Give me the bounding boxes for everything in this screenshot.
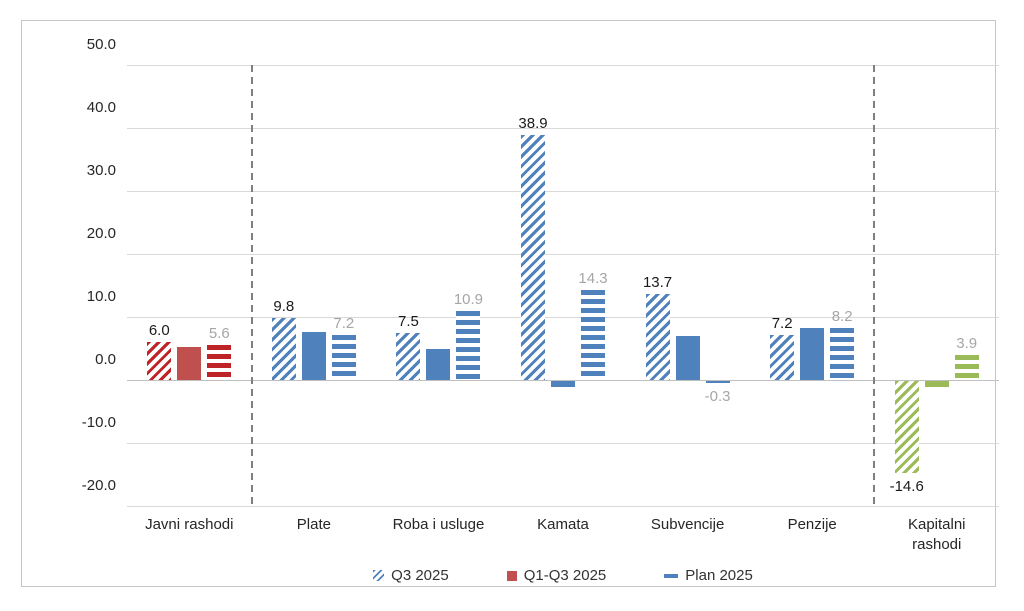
legend-item-q1-q3-2025: Q1-Q3 2025 xyxy=(506,567,607,584)
legend-label: Q3 2025 xyxy=(391,567,449,584)
bar-data-label: 13.7 xyxy=(642,273,673,291)
category-label-text: Kamata xyxy=(537,516,589,533)
bar-data-label: 6.0 xyxy=(148,322,170,340)
bar-q3-2025-roba-i-usluge xyxy=(396,332,421,380)
legend-label: Q1-Q3 2025 xyxy=(523,567,607,584)
bar-data-label: 5.6 xyxy=(208,324,230,342)
legend-item-q3-2025: Q3 2025 xyxy=(373,567,449,584)
bar-plan-2025-kapitalni-rashodi xyxy=(954,355,979,380)
chart-frame: 6.0 5.6 9.8 7.2 7.5 10.9 38.9 14.3 13.7 -0.3 7.2 8.… xyxy=(21,20,999,587)
category-label: Penzije xyxy=(750,515,875,535)
category-label-text: Roba i usluge xyxy=(392,516,485,533)
bar-data-label: 3.9 xyxy=(956,335,978,353)
bar-q1-q3-2025-subvencije xyxy=(675,335,700,380)
bar-data-label: 38.9 xyxy=(518,114,548,132)
bar-plan-2025-plate xyxy=(331,334,356,380)
zero-gridline xyxy=(127,379,999,381)
legend-item-plan-2025: Plan 2025 xyxy=(664,567,753,584)
bar-data-label: 10.9 xyxy=(453,291,484,309)
bar-q1-q3-2025-plate xyxy=(301,332,326,380)
category-separator-line xyxy=(250,65,253,506)
legend-label: Plan 2025 xyxy=(685,567,753,584)
bar-q1-q3-2025-javni-rashodi xyxy=(177,347,202,380)
category-label-text: Javni rashodi xyxy=(145,516,234,533)
category-label-text: Kapitalni rashodi xyxy=(907,516,966,553)
y-axis-tick-label: 10.0 xyxy=(86,288,116,305)
bar-q3-2025-penzije xyxy=(770,334,795,380)
legend-marker-dash-icon xyxy=(664,573,679,578)
bar-q3-2025-subvencije xyxy=(645,293,670,380)
gridline xyxy=(127,316,999,318)
category-label: Subvencije xyxy=(625,515,750,535)
bar-data-label: -14.6 xyxy=(889,477,924,495)
bar-q3-2025-javni-rashodi xyxy=(147,342,172,380)
category-separator-line xyxy=(873,65,876,506)
category-label-text: Subvencije xyxy=(650,516,725,533)
bar-q1-q3-2025-kamata xyxy=(551,381,575,388)
bar-plan-2025-subvencije xyxy=(705,381,730,383)
x-axis-category-labels: Javni rashodi Plate Roba i usluge Kamata Sub… xyxy=(127,515,999,555)
gridline xyxy=(127,442,999,444)
bar-q1-q3-2025-roba-i-usluge xyxy=(426,348,451,380)
gridline xyxy=(127,127,999,129)
bar-q3-2025-plate xyxy=(271,318,296,380)
bar-data-label: 8.2 xyxy=(831,308,853,326)
category-label: Roba i usluge xyxy=(376,515,501,535)
y-axis-tick-label: 50.0 xyxy=(86,36,116,53)
y-axis-tick-label: 20.0 xyxy=(86,225,116,242)
category-label-text: Plate xyxy=(296,516,331,533)
bar-data-label: 7.2 xyxy=(333,314,355,332)
category-label-text: Penzije xyxy=(787,516,837,533)
bar-q3-2025-kapitalni-rashodi xyxy=(894,381,919,473)
category-label: Plate xyxy=(252,515,377,535)
bar-q1-q3-2025-penzije xyxy=(800,327,825,380)
bar-plan-2025-penzije xyxy=(830,328,855,380)
bar-q3-2025-kamata xyxy=(521,134,545,380)
gridline xyxy=(127,64,999,66)
plot-area: 6.0 5.6 9.8 7.2 7.5 10.9 38.9 14.3 13.7 -0.3 7.2 8.… xyxy=(127,64,999,507)
bar-data-label: 9.8 xyxy=(273,298,295,316)
gridline xyxy=(127,253,999,255)
bar-data-label: 7.2 xyxy=(771,314,793,332)
legend-marker-solid-square-icon xyxy=(506,570,517,581)
bar-plan-2025-javni-rashodi xyxy=(207,344,232,380)
gridline xyxy=(127,190,999,192)
chart-legend: Q3 2025 Q1-Q3 2025 Plan 2025 xyxy=(127,567,999,584)
category-label: Javni rashodi xyxy=(127,515,252,535)
y-axis-tick-label: 30.0 xyxy=(86,162,116,179)
bar-data-label: 14.3 xyxy=(578,269,608,287)
category-label: Kamata xyxy=(501,515,626,535)
bar-plan-2025-kamata xyxy=(581,289,605,380)
bar-data-label: 7.5 xyxy=(397,312,419,330)
gridline xyxy=(127,505,999,507)
y-axis-tick-label: 40.0 xyxy=(86,99,116,116)
legend-marker-diagonal-hatch-icon xyxy=(373,570,385,581)
bar-data-label: -0.3 xyxy=(704,387,731,405)
bar-plan-2025-roba-i-usluge xyxy=(456,311,481,380)
y-axis-tick-label: 0.0 xyxy=(95,351,116,368)
category-label: Kapitalni rashodi xyxy=(874,515,999,555)
y-axis-tick-label: -10.0 xyxy=(81,414,116,431)
y-axis-tick-label: -20.0 xyxy=(81,477,116,494)
bar-q1-q3-2025-kapitalni-rashodi xyxy=(924,381,949,387)
